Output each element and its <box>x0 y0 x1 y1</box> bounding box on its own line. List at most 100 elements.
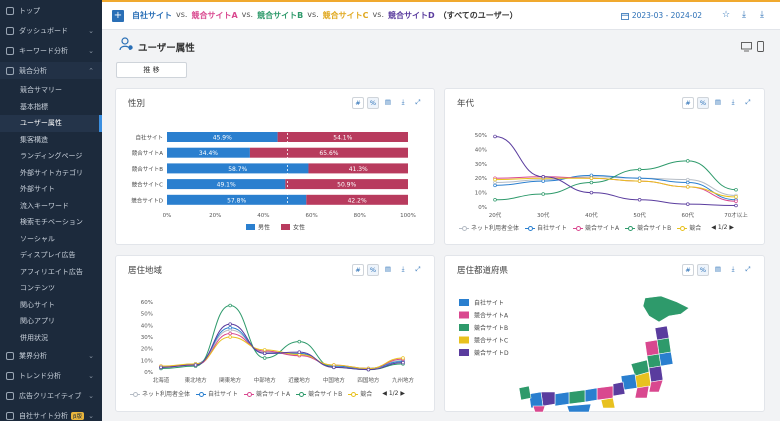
sidebar-subitem-4[interactable]: ランディングページ <box>20 152 83 161</box>
percent-toggle[interactable]: % <box>697 264 709 276</box>
prefecture <box>648 365 664 383</box>
count-toggle[interactable]: # <box>352 264 364 276</box>
count-toggle[interactable]: # <box>682 264 694 276</box>
expand-icon[interactable]: ⤢ <box>412 264 424 276</box>
legend-item[interactable]: ネット利用者全体 <box>130 389 190 398</box>
legend-label: 競合 <box>360 391 373 398</box>
expand-icon[interactable]: ⤢ <box>412 97 424 109</box>
sidebar-subitem-15[interactable]: 併用状況 <box>20 333 48 342</box>
sidebar-bottom-item-1[interactable]: トレンド分析 ⌄ <box>0 367 102 384</box>
sidebar-subitem-14[interactable]: 関心アプリ <box>20 317 55 326</box>
download-all-icon[interactable]: ⤓ <box>760 10 764 20</box>
sidebar-item-label: ダッシュボード <box>19 26 68 35</box>
sidebar-subitem-11[interactable]: アフィリエイト広告 <box>20 267 83 276</box>
legend-pager[interactable]: ◀ 1/2 ▶ <box>382 390 405 397</box>
sidebar-subitem-2[interactable]: ユーザー属性 <box>0 115 102 132</box>
document-icon[interactable]: ▤ <box>712 97 724 109</box>
age-chart: 0% 10% 20% 30% 40% 50% 20代 30代 40代 50代 60代 70才以上 <box>475 133 748 219</box>
percent-toggle[interactable]: % <box>367 264 379 276</box>
sidebar-bottom-item-2[interactable]: 広告クリエイティブ ⌄ <box>0 387 102 404</box>
sidebar-bottom-item-0[interactable]: 業界分析 ⌄ <box>0 347 102 364</box>
document-icon[interactable]: ▤ <box>382 97 394 109</box>
prefecture <box>596 385 614 401</box>
sidebar-item-0[interactable]: トップ <box>0 2 102 19</box>
x-tick-label: 20% <box>209 213 221 219</box>
data-point <box>228 331 232 336</box>
data-point <box>493 198 497 202</box>
sidebar-subitem-13[interactable]: 関心サイト <box>20 300 55 309</box>
sidebar-subitem-0[interactable]: 競合サマリー <box>20 86 62 95</box>
top-bar: + 自社サイト vs. 競合サイトA vs. 競合サイトB vs. 競合サイトC vs. 競合サ… <box>102 0 780 30</box>
data-point <box>493 180 497 185</box>
sidebar-bottom-item-3[interactable]: 自社サイト分析 β版 ⌄ <box>0 407 102 421</box>
download-icon[interactable]: ⤓ <box>727 264 739 276</box>
mobile-icon[interactable] <box>757 41 764 52</box>
data-point <box>493 134 497 139</box>
y-tick-label: 30% <box>141 335 153 341</box>
legend-item[interactable]: 競合 <box>348 389 372 398</box>
download-icon[interactable]: ⤓ <box>397 264 409 276</box>
sidebar-item-3[interactable]: 競合分析 ⌃ <box>0 62 102 79</box>
title-part: 自社サイト <box>132 11 172 20</box>
legend-item[interactable]: 競合サイトA <box>244 389 290 398</box>
next-page-icon[interactable]: ▶ <box>727 224 734 231</box>
next-page-icon[interactable]: ▶ <box>398 390 405 397</box>
data-label: 65.6% <box>319 150 338 157</box>
trend-button[interactable]: 推 移 <box>116 62 187 78</box>
sidebar-subitem-12[interactable]: コンテンツ <box>20 284 55 293</box>
series-line <box>160 323 404 371</box>
count-toggle[interactable]: # <box>682 97 694 109</box>
data-point <box>401 356 405 360</box>
legend-item[interactable]: 競合 <box>677 223 701 232</box>
date-range[interactable]: 2023-03 - 2024-02 <box>620 11 702 20</box>
legend-item[interactable]: 自社サイト <box>196 389 238 398</box>
x-tick-label: 四国地方 <box>357 376 380 384</box>
data-point <box>228 303 232 308</box>
age-panel: 年代 #% ▤ ⤓ ⤢ 0% 10% 20% 30% 40% 50% 20代 30代 40代 50代 60… <box>444 88 765 245</box>
prefecture <box>644 339 660 357</box>
prefecture <box>554 391 570 407</box>
download-icon[interactable]: ⤓ <box>397 97 409 109</box>
expand-icon[interactable]: ⤢ <box>742 264 754 276</box>
sidebar-subitem-9[interactable]: ソーシャル <box>20 234 55 243</box>
map-legend-label: 競合サイトC <box>474 337 508 345</box>
expand-icon[interactable]: ⤢ <box>742 97 754 109</box>
x-tick-label: 0% <box>163 213 172 219</box>
desktop-icon[interactable] <box>741 42 752 52</box>
legend-pager[interactable]: ◀ 1/2 ▶ <box>711 224 734 231</box>
download-icon[interactable]: ⤓ <box>727 97 739 109</box>
legend-item[interactable]: 競合サイトB <box>625 223 671 232</box>
legend-label: 男性 <box>258 224 270 232</box>
prev-page-icon[interactable]: ◀ <box>382 390 389 397</box>
title-part: （すべてのユーザー） <box>438 11 518 20</box>
map-legend-swatch <box>459 349 469 356</box>
sidebar-subitem-5[interactable]: 外部サイトカテゴリ <box>20 168 83 177</box>
sidebar-subitem-3[interactable]: 集客構造 <box>20 135 48 144</box>
document-icon[interactable]: ▤ <box>712 264 724 276</box>
legend-item[interactable]: ネット利用者全体 <box>459 223 519 232</box>
add-icon[interactable]: + <box>112 9 124 22</box>
japan-map <box>518 295 690 413</box>
sidebar-item-1[interactable]: ダッシュボード ⌄ <box>0 22 102 39</box>
download-icon[interactable]: ⤓ <box>742 10 746 20</box>
legend-item[interactable]: 競合サイトA <box>573 223 619 232</box>
sidebar-subitem-10[interactable]: ディスプレイ広告 <box>20 251 76 260</box>
sidebar-subitem-7[interactable]: 流入キーワード <box>20 201 69 210</box>
count-toggle[interactable]: # <box>352 97 364 109</box>
title-part: 競合サイトB <box>257 11 304 20</box>
prev-page-icon[interactable]: ◀ <box>711 224 718 231</box>
sidebar-subitem-8[interactable]: 検索モチベーション <box>20 218 83 227</box>
data-point <box>686 177 690 182</box>
sidebar-item-2[interactable]: キーワード分析 ⌄ <box>0 42 102 59</box>
sidebar-subitem-1[interactable]: 基本指標 <box>20 102 48 111</box>
prefecture <box>584 387 598 403</box>
sidebar-subitem-6[interactable]: 外部サイト <box>20 185 55 194</box>
star-icon[interactable]: ☆ <box>721 10 731 20</box>
percent-toggle[interactable]: % <box>697 97 709 109</box>
document-icon[interactable]: ▤ <box>382 264 394 276</box>
percent-toggle[interactable]: % <box>367 97 379 109</box>
prefecture <box>654 325 670 341</box>
legend-label: 女性 <box>293 224 305 232</box>
legend-item[interactable]: 競合サイトB <box>296 389 342 398</box>
legend-item[interactable]: 自社サイト <box>525 223 567 232</box>
